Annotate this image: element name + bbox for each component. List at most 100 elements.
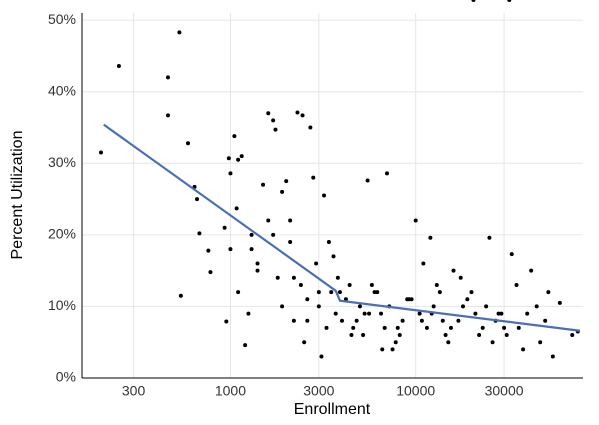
point [448,325,453,330]
point [395,325,400,330]
point [305,297,310,302]
point [316,290,321,295]
point [413,218,418,223]
point [437,290,442,295]
point [98,150,103,155]
point [311,175,316,180]
point [440,318,445,323]
point [224,319,229,324]
point [460,304,465,309]
point [208,270,213,275]
y-tick-label: 20% [48,226,76,242]
point [308,125,313,130]
point [280,189,285,194]
point [300,113,305,118]
point [249,247,254,252]
point [195,197,200,202]
point [406,297,411,302]
point [197,231,202,236]
point [326,240,331,245]
point [538,340,543,345]
point [226,156,231,161]
point [351,325,356,330]
x-tick-label: 300 [122,383,146,399]
point [116,63,121,68]
point [469,290,474,295]
point [458,275,463,280]
point [273,127,278,132]
point [570,333,575,338]
point [443,333,448,338]
point [298,282,303,287]
point [177,30,182,35]
point [382,325,387,330]
point [419,318,424,323]
point [390,347,395,352]
point [271,232,276,237]
point [465,297,470,302]
point [550,354,555,359]
point [284,179,289,184]
point [288,240,293,245]
point [178,293,183,298]
y-tick-label: 50% [48,11,76,27]
point [490,340,495,345]
point [249,232,254,237]
point [362,311,367,316]
point [365,178,370,183]
point [361,333,366,338]
y-tick-label: 40% [48,82,76,98]
point [316,304,321,309]
point [357,304,362,309]
x-tick-label: 1000 [215,383,246,399]
point [456,318,461,323]
point [243,343,248,348]
fit-line [103,123,581,332]
point [421,261,426,266]
point [206,248,211,253]
x-axis-label: Enrollment [294,401,371,418]
point [504,333,509,338]
point [543,318,548,323]
point [393,340,398,345]
point [529,268,534,273]
point [477,333,482,338]
point [347,282,352,287]
point [385,171,390,176]
point [261,182,266,187]
point [228,247,233,252]
point [417,311,422,316]
point [354,318,359,323]
point [434,282,439,287]
point [397,333,402,338]
point [232,134,237,139]
point [305,318,310,323]
point [379,311,384,316]
point [165,75,170,80]
point [295,110,300,115]
point [480,325,485,330]
point [333,311,338,316]
point [185,141,190,146]
x-tick-label: 3000 [303,383,334,399]
point [255,268,260,273]
point [314,261,319,266]
point [271,118,276,123]
point [507,0,512,2]
point [236,157,241,162]
point [319,354,324,359]
point [222,225,227,230]
point [546,290,551,295]
y-tick-label: 10% [48,297,76,313]
point [339,318,344,323]
point [335,275,340,280]
point [516,325,521,330]
point [525,311,530,316]
point [266,218,271,223]
point [324,325,329,330]
y-tick-label: 30% [48,154,76,170]
point [367,311,372,316]
point [236,290,241,295]
point [280,304,285,309]
